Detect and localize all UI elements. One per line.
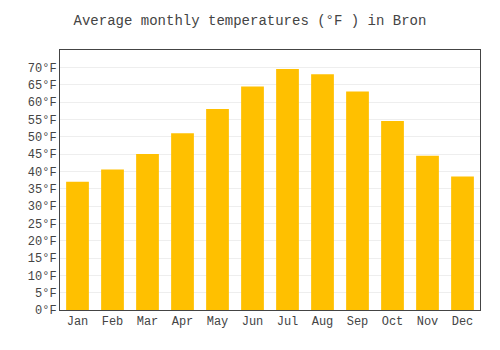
svg-text:10°F: 10°F xyxy=(28,270,57,284)
svg-text:Dec: Dec xyxy=(452,315,474,329)
svg-text:60°F: 60°F xyxy=(28,96,57,110)
svg-text:30°F: 30°F xyxy=(28,200,57,214)
svg-text:Jul: Jul xyxy=(277,315,299,329)
svg-text:Nov: Nov xyxy=(417,315,439,329)
svg-text:20°F: 20°F xyxy=(28,235,57,249)
svg-text:Oct: Oct xyxy=(382,315,404,329)
svg-text:25°F: 25°F xyxy=(28,218,57,232)
svg-text:Average monthly temperatures (: Average monthly temperatures (°F ) in Br… xyxy=(74,13,427,29)
svg-text:May: May xyxy=(207,315,229,329)
svg-text:Aug: Aug xyxy=(312,315,334,329)
svg-text:40°F: 40°F xyxy=(28,166,57,180)
svg-text:Apr: Apr xyxy=(172,315,194,329)
svg-text:5°F: 5°F xyxy=(35,287,57,301)
svg-text:35°F: 35°F xyxy=(28,183,57,197)
svg-text:65°F: 65°F xyxy=(28,79,57,93)
svg-text:Jan: Jan xyxy=(67,315,89,329)
svg-text:50°F: 50°F xyxy=(28,131,57,145)
svg-text:Feb: Feb xyxy=(102,315,124,329)
svg-text:Sep: Sep xyxy=(347,315,369,329)
svg-text:0°F: 0°F xyxy=(35,304,57,318)
svg-text:70°F: 70°F xyxy=(28,62,57,76)
svg-text:Mar: Mar xyxy=(137,315,159,329)
svg-text:45°F: 45°F xyxy=(28,148,57,162)
svg-text:55°F: 55°F xyxy=(28,114,57,128)
svg-text:Jun: Jun xyxy=(242,315,264,329)
svg-text:15°F: 15°F xyxy=(28,252,57,266)
